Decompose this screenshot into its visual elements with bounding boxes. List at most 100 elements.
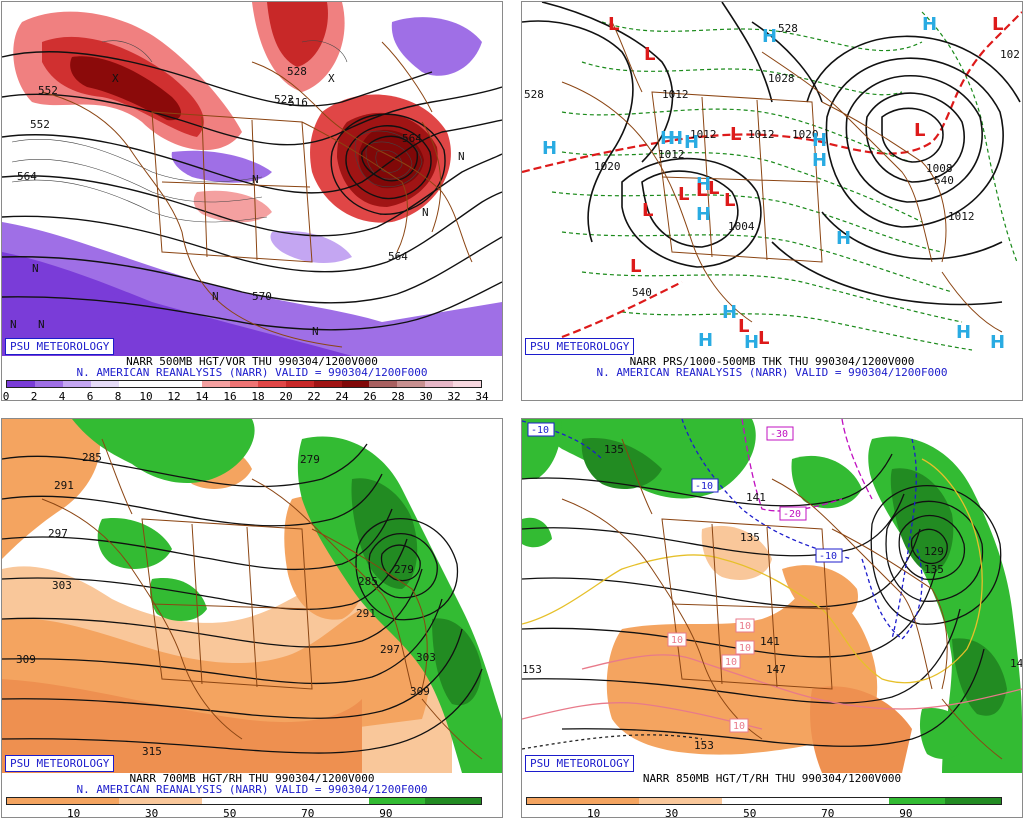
colorbar-swatch (90, 381, 119, 387)
panel-caption-valid: N. AMERICAN REANALYSIS (NARR) VALID = 99… (76, 783, 428, 796)
vorticity-contours (11, 40, 423, 223)
isobar-label: 1008 (926, 162, 953, 175)
colorbar-tick-label: 26 (363, 390, 377, 401)
colorbar-swatch (638, 798, 667, 804)
colorbar-swatch (777, 798, 806, 804)
colorbar-swatch (285, 798, 314, 804)
colorbar-tick-label: 32 (447, 390, 461, 401)
contour-label: 279 (300, 453, 320, 466)
vorticity-max-symbol: N (212, 290, 219, 303)
colorbar-swatch (230, 798, 258, 804)
panel-caption-title: NARR PRS/1000-500MB THK THU 990304/1200V… (629, 355, 915, 368)
high-pressure-symbol: H (722, 302, 737, 323)
colorbar-swatch (313, 798, 342, 804)
colorbar-swatch (7, 798, 35, 804)
isobars (522, 2, 1021, 306)
thickness-label: 528 (778, 22, 798, 35)
psu-meteorology-badge: PSU METEOROLOGY (5, 338, 115, 355)
contour-label: 552 (30, 118, 50, 131)
colorbar-tick-label: 2 (30, 390, 38, 401)
low-pressure-symbol: L (630, 256, 641, 277)
vorticity-max-symbol: N (422, 206, 429, 219)
panel-850mb: 135 141 135 153 153 147 141 135 129 14 -… (521, 418, 1023, 818)
contour-label: 552 (38, 84, 58, 97)
contour-label: 315 (142, 745, 162, 758)
low-pressure-symbol: L (730, 124, 741, 145)
isobar-label: 1004 (728, 220, 755, 233)
vorticity-min-symbol: X (328, 72, 335, 85)
vorticity-max-symbol: N (458, 150, 465, 163)
panel-caption-title: NARR 700MB HGT/RH THU 990304/1200V000 (129, 772, 375, 785)
colorbar-swatch (861, 798, 890, 804)
contour-labels-700: 285 279 291 297 303 309 315 285 291 297 … (16, 451, 436, 758)
colorbar-swatch (62, 798, 91, 804)
colorbar-swatch (722, 798, 750, 804)
high-pressure-symbol: H (812, 150, 827, 171)
panel-500mb: 552 528 552 564 516 522 564 570 564 N N … (1, 1, 503, 401)
colorbar-tick-label: 8 (114, 390, 122, 401)
temp-label: 10 (739, 643, 751, 654)
colorbar-swatch (425, 798, 453, 804)
geography-outlines (41, 41, 473, 348)
vorticity-max-symbol: N (312, 325, 319, 338)
high-pressure-symbol: H (990, 332, 1005, 353)
low-pressure-symbol: L (992, 14, 1003, 35)
contour-label: 285 (358, 575, 378, 588)
colorbar-swatch (833, 798, 862, 804)
colorbar-swatch (917, 798, 946, 804)
contour-label: 309 (16, 653, 36, 666)
contour-label: 564 (17, 170, 37, 183)
colorbar-tick-label: 14 (195, 390, 209, 401)
colorbar-tick-label: 30 (419, 390, 433, 401)
vorticity-max-symbol: N (32, 262, 39, 275)
temp-label-box: 10 (721, 654, 741, 669)
colorbar-tick-label: 30 (665, 807, 679, 818)
contour-labels-850: 135 141 135 153 153 147 141 135 129 14 (522, 443, 1022, 752)
contour-label: 297 (380, 643, 400, 656)
colorbar-tick-label: 12 (167, 390, 181, 401)
vorticity-symbols: N N N N N N N N X X (10, 72, 465, 338)
temp-label: 10 (733, 721, 745, 732)
contour-label: 285 (82, 451, 102, 464)
rh-colorbar-ticks: 10 30 50 70 90 (6, 807, 482, 818)
high-pressure-symbol: H (762, 26, 777, 47)
colorbar-swatch (945, 798, 973, 804)
colorbar-tick-label: 90 (379, 807, 393, 818)
height-contours (2, 51, 502, 331)
colorbar-swatch (397, 798, 426, 804)
panel-sfc-thickness: 528 1012 1012 1012 1012 1020 1004 1028 1… (521, 1, 1023, 401)
isobar-label: 102 (1000, 48, 1020, 61)
contour-label: 14 (1010, 657, 1022, 670)
low-pressure-symbol: L (642, 200, 653, 221)
contour-label: 291 (356, 607, 376, 620)
map-700mb: 285 279 291 297 303 309 315 285 291 297 … (2, 419, 502, 773)
contour-label: 153 (522, 663, 542, 676)
isobar-label: 1020 (792, 128, 819, 141)
colorbar-swatch (285, 381, 314, 387)
isobar-label: 1012 (948, 210, 975, 223)
vorticity-max-symbol: N (10, 318, 17, 331)
high-pressure-symbol: H (922, 14, 937, 35)
high-pressure-symbol: H (836, 228, 851, 249)
vorticity-colorbar (6, 380, 482, 388)
negative-vorticity-fills (2, 17, 502, 356)
height-contours (2, 443, 483, 754)
map-850mb: 135 141 135 153 153 147 141 135 129 14 -… (522, 419, 1022, 773)
isobar-label: 1020 (594, 160, 621, 173)
panel-caption-valid: N. AMERICAN REANALYSIS (NARR) VALID = 99… (76, 366, 428, 379)
rh-colorbar (526, 797, 1002, 805)
temp-label: 10 (739, 621, 751, 632)
isobar-label: 528 (524, 88, 544, 101)
dry-rh-fills (2, 419, 452, 773)
colorbar-tick-label: 50 (743, 807, 757, 818)
low-pressure-symbol: L (738, 316, 749, 337)
high-pressure-symbol: H (956, 322, 971, 343)
colorbar-tick-label: 0 (2, 390, 10, 401)
temp-label-box: -10 (691, 478, 719, 493)
temp-label: -10 (819, 551, 837, 562)
low-pressure-symbol: L (678, 184, 689, 205)
colorbar-swatch (174, 381, 203, 387)
contour-label: 297 (48, 527, 68, 540)
high-pressure-symbol: H (668, 128, 683, 149)
thickness-label: 540 (934, 174, 954, 187)
